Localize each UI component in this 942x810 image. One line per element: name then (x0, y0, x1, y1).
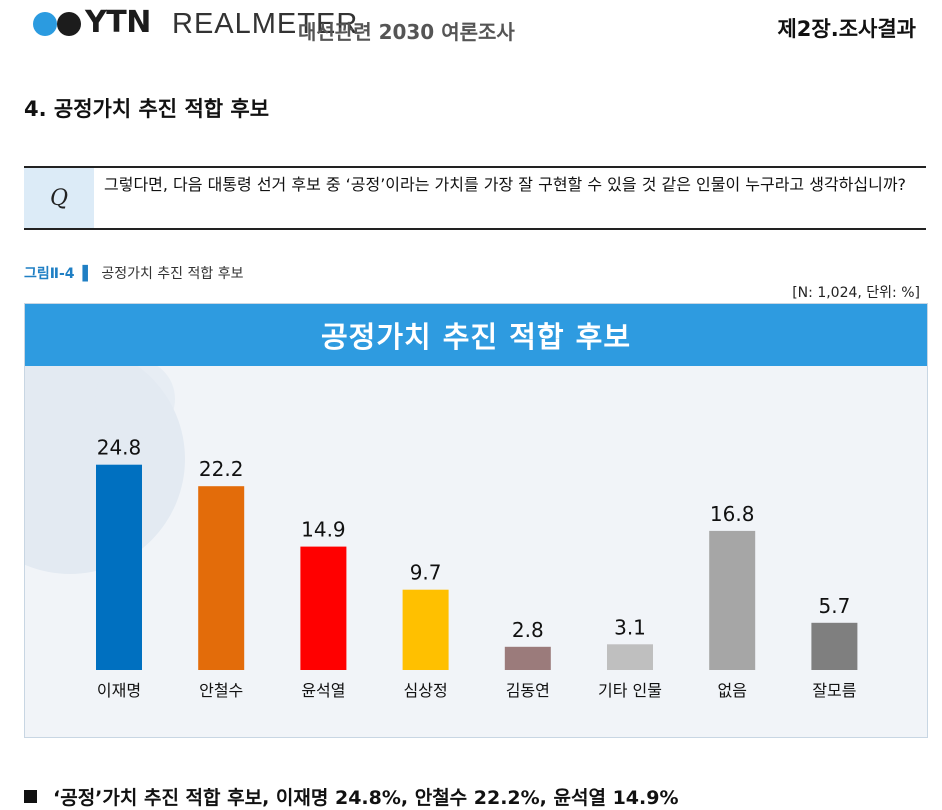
category-label-7: 없음 (717, 681, 746, 700)
page-header: YTN REALMETER 대선관련 2030 여론조사 제2장.조사결과 (0, 0, 942, 58)
data-label-7: 16.8 (710, 502, 755, 526)
data-label-4: 9.7 (410, 561, 442, 585)
data-label-2: 22.2 (199, 457, 244, 481)
chart-panel: 공정가치 추진 적합 후보 24.8 이재명 22.2 안철수 14.9 윤석열 9.7 심상… (24, 303, 928, 738)
bullet-square-icon (24, 790, 37, 803)
category-label-4: 심상정 (404, 681, 448, 700)
category-label-8: 잘모름 (812, 681, 856, 700)
summary-text: ‘공정’가치 추진 적합 후보, 이재명 24.8%, 안철수 22.2%, 윤… (53, 787, 679, 809)
figure-caption: 그림Ⅱ-4 ▌ 공정가치 추진 적합 후보 (24, 263, 243, 283)
data-label-1: 24.8 (97, 436, 142, 460)
category-label-1: 이재명 (97, 681, 141, 700)
decorative-circle (95, 359, 175, 439)
category-label-5: 김동연 (506, 681, 550, 700)
question-label: Q (24, 168, 94, 228)
bar-7 (709, 530, 756, 670)
bar-chart: 24.8 이재명 22.2 안철수 14.9 윤석열 9.7 심상정 2.8 김동연 3.1 기타 인… (96, 436, 858, 700)
chart-title: 공정가치 추진 적합 후보 (320, 320, 632, 354)
figure-caption-text: 공정가치 추진 적합 후보 (101, 266, 244, 282)
chapter-label: 제2장.조사결과 (777, 17, 916, 41)
bar-4 (402, 589, 449, 670)
figure-number: 그림Ⅱ-4 (24, 266, 75, 282)
data-label-3: 14.9 (301, 518, 346, 542)
question-box: Q 그렇다면, 다음 대통령 선거 후보 중 ‘공정’이라는 가치를 가장 잘 … (24, 166, 926, 230)
data-label-6: 3.1 (614, 615, 646, 639)
category-label-2: 안철수 (199, 681, 243, 700)
report-subtitle: 대선관련 2030 여론조사 (298, 20, 515, 44)
sample-note: [N: 1,024, 단위: %] (792, 285, 920, 301)
bar-5 (504, 646, 551, 670)
figure-marker: ▌ (82, 266, 94, 282)
chart-title-banner: 공정가치 추진 적합 후보 (25, 304, 927, 366)
data-label-5: 2.8 (512, 618, 544, 642)
bar-8 (811, 622, 858, 670)
section-title: 4. 공정가치 추진 적합 후보 (24, 97, 270, 121)
data-label-8: 5.7 (818, 594, 850, 618)
category-label-3: 윤석열 (301, 681, 345, 700)
summary-line: ‘공정’가치 추진 적합 후보, 이재명 24.8%, 안철수 22.2%, 윤… (24, 783, 679, 810)
bar-2 (198, 486, 245, 670)
category-label-6: 기타 인물 (598, 681, 662, 700)
question-text: 그렇다면, 다음 대통령 선거 후보 중 ‘공정’이라는 가치를 가장 잘 구현… (104, 175, 907, 194)
bar-6 (607, 644, 653, 670)
ytn-logo-text: YTN (85, 5, 151, 40)
realmeter-logo: REALMETER (172, 8, 359, 40)
bar-3 (300, 546, 347, 670)
bar-1 (96, 464, 142, 670)
